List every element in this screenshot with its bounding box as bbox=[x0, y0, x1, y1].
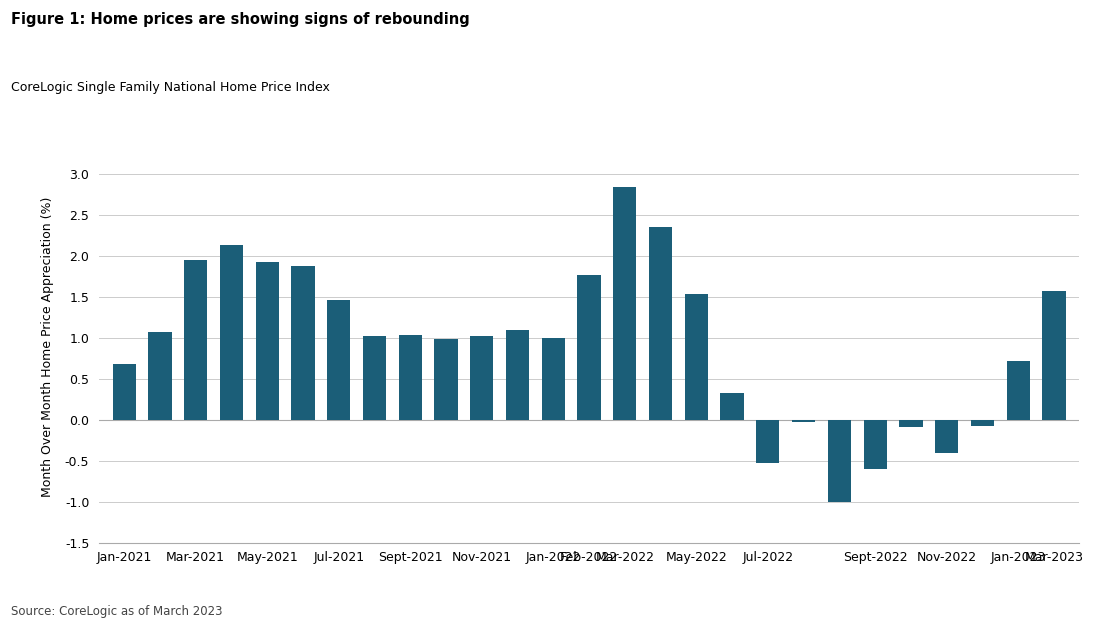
Bar bbox=[470, 336, 493, 420]
Bar bbox=[720, 393, 743, 420]
Bar bbox=[900, 420, 923, 427]
Bar bbox=[1043, 291, 1066, 420]
Bar bbox=[327, 301, 350, 420]
Bar bbox=[149, 331, 172, 420]
Bar bbox=[220, 245, 243, 420]
Bar bbox=[613, 187, 636, 420]
Bar bbox=[1006, 361, 1029, 420]
Bar bbox=[399, 335, 422, 420]
Bar bbox=[648, 227, 673, 420]
Bar bbox=[542, 338, 565, 420]
Bar bbox=[756, 420, 780, 464]
Bar bbox=[255, 262, 279, 420]
Bar bbox=[184, 260, 207, 420]
Bar bbox=[505, 330, 530, 420]
Bar bbox=[112, 364, 135, 420]
Bar bbox=[435, 339, 458, 420]
Bar bbox=[792, 420, 815, 422]
Text: Source: CoreLogic as of March 2023: Source: CoreLogic as of March 2023 bbox=[11, 605, 222, 618]
Bar bbox=[292, 266, 315, 420]
Bar bbox=[685, 294, 708, 420]
Bar bbox=[363, 336, 386, 420]
Bar bbox=[577, 275, 601, 420]
Y-axis label: Month Over Month Home Price Appreciation (%): Month Over Month Home Price Appreciation… bbox=[41, 196, 54, 497]
Bar bbox=[863, 420, 886, 469]
Text: CoreLogic Single Family National Home Price Index: CoreLogic Single Family National Home Pr… bbox=[11, 81, 330, 94]
Bar bbox=[828, 420, 851, 502]
Text: Figure 1: Home prices are showing signs of rebounding: Figure 1: Home prices are showing signs … bbox=[11, 12, 470, 27]
Bar bbox=[935, 420, 958, 453]
Bar bbox=[971, 420, 994, 426]
